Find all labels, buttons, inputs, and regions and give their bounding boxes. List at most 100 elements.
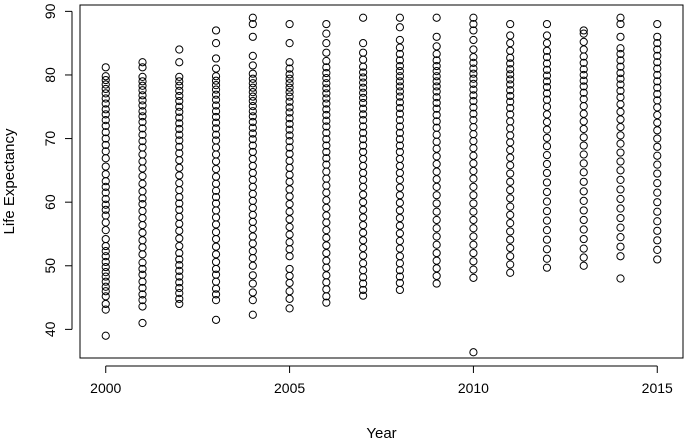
data-point [359, 78, 368, 87]
data-point [395, 122, 404, 131]
data-point [138, 77, 147, 86]
data-point [506, 39, 515, 48]
data-point [175, 283, 184, 293]
data-point [211, 164, 221, 174]
data-point [322, 263, 331, 272]
data-point [285, 287, 294, 296]
data-point [101, 262, 110, 272]
y-tick-label: 80 [42, 67, 58, 83]
data-point [359, 83, 368, 92]
data-point [579, 168, 588, 177]
data-point [138, 270, 147, 279]
data-point [432, 264, 441, 273]
data-point [322, 105, 331, 114]
data-point [101, 252, 110, 261]
data-point [616, 100, 625, 109]
data-point [322, 298, 331, 307]
y-tick-label: 70 [42, 131, 58, 147]
data-point [506, 19, 515, 29]
data-point [469, 91, 478, 100]
data-point [653, 77, 662, 86]
data-point [616, 74, 625, 83]
data-point [542, 102, 552, 111]
data-point [506, 243, 515, 253]
data-point [616, 242, 625, 251]
data-point [653, 245, 662, 254]
data-point [322, 174, 331, 183]
data-point [322, 63, 331, 72]
data-point [248, 175, 257, 185]
data-point [579, 26, 588, 35]
data-point [211, 250, 221, 259]
data-point [101, 268, 110, 277]
data-point [542, 133, 552, 143]
data-point [101, 292, 110, 301]
data-point [248, 168, 257, 178]
data-point [101, 331, 110, 340]
data-point [432, 167, 441, 176]
data-point [248, 296, 257, 305]
data-point [359, 110, 368, 119]
data-point [285, 294, 294, 303]
data-point [579, 215, 588, 225]
data-point [211, 101, 221, 110]
data-point [542, 216, 552, 225]
data-point [359, 98, 368, 108]
data-point [175, 77, 184, 86]
data-point [138, 130, 147, 139]
data-point [322, 196, 331, 205]
data-point [211, 234, 221, 244]
data-point [322, 160, 331, 169]
data-point [395, 141, 404, 150]
data-point [248, 74, 257, 83]
data-point [432, 61, 441, 71]
data-point [432, 271, 441, 281]
data-point [322, 167, 331, 176]
data-point [322, 84, 331, 93]
data-point [359, 88, 368, 97]
data-points [101, 13, 662, 357]
data-point [432, 56, 441, 65]
data-point [542, 71, 552, 80]
data-point [359, 39, 368, 48]
data-point [211, 85, 221, 94]
data-point [432, 182, 441, 192]
data-point [285, 92, 294, 101]
data-point [359, 104, 368, 113]
data-point [506, 210, 515, 219]
data-point [101, 84, 110, 94]
data-point [579, 82, 588, 91]
data-point [211, 64, 221, 73]
data-point [469, 123, 478, 132]
data-point [469, 144, 478, 153]
data-point [175, 199, 184, 208]
data-point [175, 107, 184, 116]
plot-frame [79, 4, 684, 359]
data-point [395, 191, 404, 200]
data-point [616, 56, 625, 65]
data-point [542, 39, 552, 48]
data-point [506, 97, 515, 106]
data-point [432, 130, 441, 139]
data-point [432, 159, 441, 169]
data-point [653, 83, 662, 92]
data-point [285, 177, 294, 186]
data-point [395, 213, 404, 223]
data-point [432, 175, 441, 184]
data-point [211, 90, 221, 99]
data-point [579, 76, 588, 85]
data-point [248, 239, 257, 248]
data-point [359, 236, 368, 245]
data-point [616, 107, 625, 116]
data-point [138, 318, 147, 328]
data-point [211, 76, 221, 85]
data-point [469, 85, 478, 94]
data-point [616, 223, 625, 232]
data-point [579, 95, 588, 104]
data-point [469, 74, 478, 83]
data-point [101, 128, 110, 137]
data-point [138, 101, 147, 110]
data-point [138, 72, 147, 81]
data-point [579, 177, 588, 186]
